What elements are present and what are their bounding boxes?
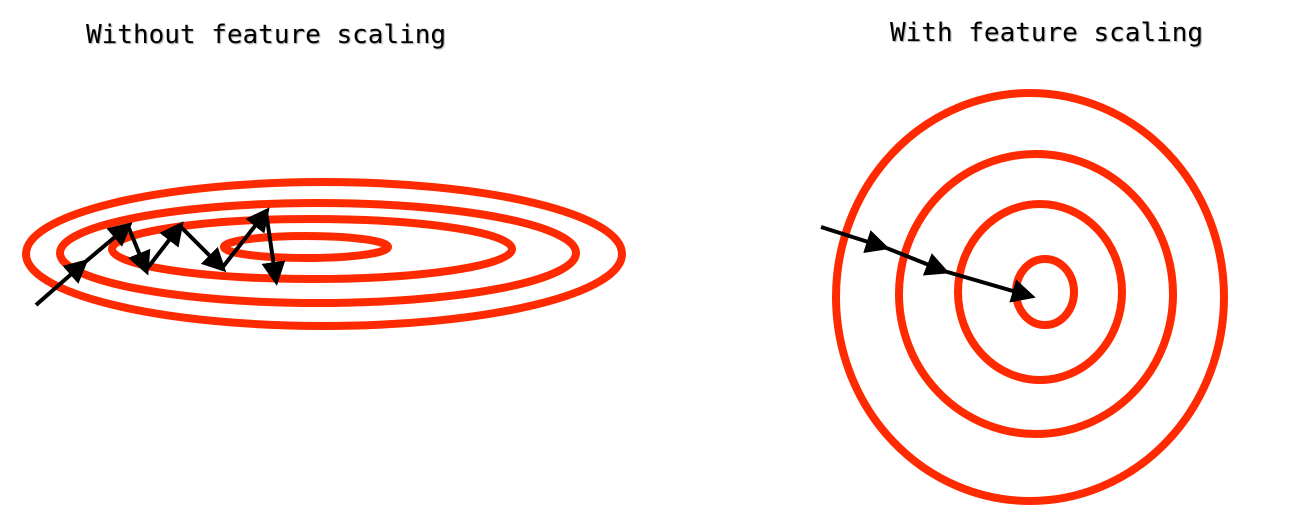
left-contour-3 bbox=[108, 215, 516, 283]
right-descent-path bbox=[820, 225, 1036, 303]
panel-title-with-scaling: With feature scaling bbox=[890, 18, 1204, 48]
left-contour-2 bbox=[56, 199, 580, 307]
right-contour-4 bbox=[1012, 255, 1078, 329]
left-contour-4 bbox=[220, 232, 392, 262]
right-contour-1 bbox=[832, 89, 1228, 505]
panel-title-without-scaling: Without feature scaling bbox=[86, 20, 447, 50]
left-step-arrow-5 bbox=[178, 224, 227, 273]
left-contour-1 bbox=[22, 178, 626, 330]
right-step-arrow-1 bbox=[820, 225, 890, 253]
left-descent-path bbox=[34, 207, 286, 307]
right-contour-2 bbox=[895, 150, 1177, 438]
right-contour-3 bbox=[954, 200, 1126, 384]
left-step-arrow-2 bbox=[82, 222, 133, 265]
left-step-arrow-1 bbox=[34, 259, 89, 307]
left-step-arrow-3 bbox=[126, 225, 151, 276]
left-contour-group bbox=[22, 178, 626, 330]
left-step-arrow-7 bbox=[261, 211, 286, 286]
right-step-arrow-3 bbox=[943, 269, 1036, 303]
right-contour-group bbox=[832, 89, 1228, 505]
left-step-arrow-6 bbox=[220, 207, 270, 270]
left-step-arrow-4 bbox=[144, 221, 184, 272]
right-step-arrow-2 bbox=[883, 245, 950, 276]
